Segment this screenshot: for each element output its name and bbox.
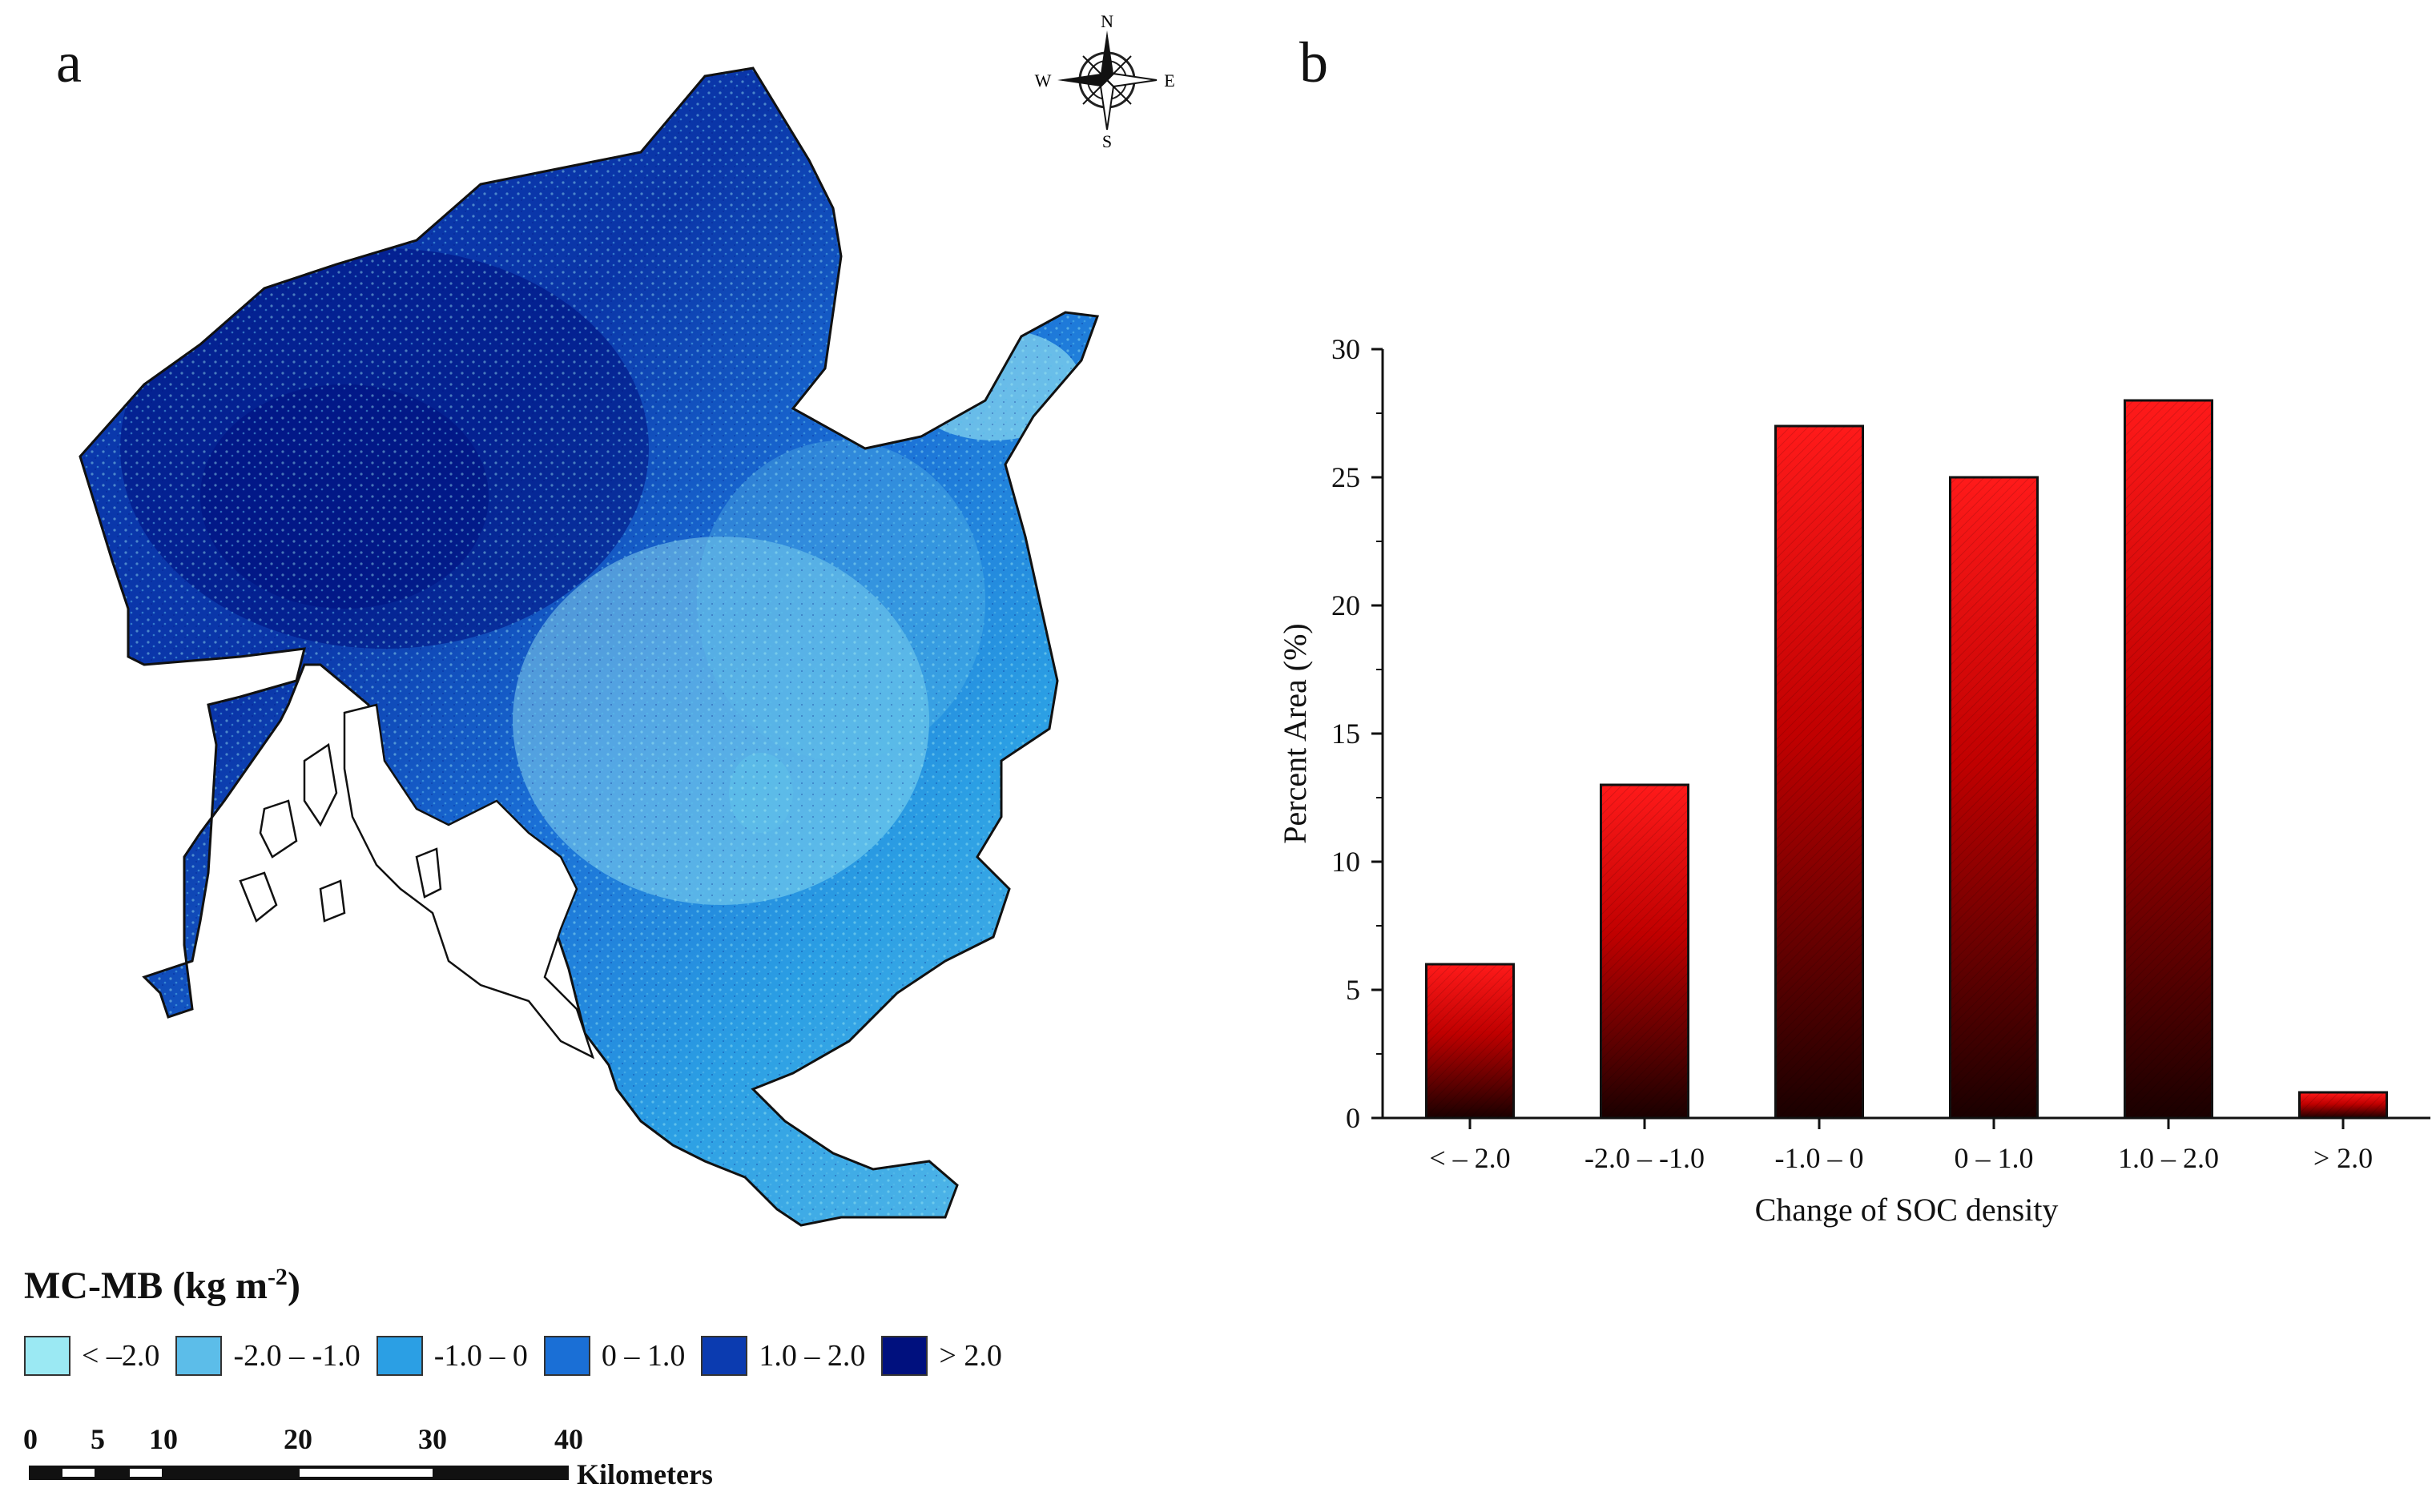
legend-swatch <box>543 1336 590 1376</box>
bar-hatch <box>1950 477 2038 1118</box>
soc-bar-chart: 0 5 10 15 20 25 30 < – 2.0 -2.0 – -1.0 -1.0 – 0 0 … <box>1277 333 2430 1228</box>
panel-label-a: a <box>56 30 82 94</box>
legend-swatch <box>376 1336 423 1376</box>
y-tick-label: 30 <box>1331 333 1360 365</box>
scale-tick-label: 0 <box>23 1423 38 1455</box>
y-tick-label: 0 <box>1346 1102 1360 1134</box>
scale-tick-label: 5 <box>91 1423 105 1455</box>
y-tick-label: 5 <box>1346 974 1360 1006</box>
x-tick-label: 1.0 – 2.0 <box>2118 1142 2219 1174</box>
legend-swatch <box>175 1336 223 1376</box>
legend-title: MC-MB (kg m-2) <box>24 1264 300 1307</box>
scale-units: Kilometers <box>577 1458 713 1490</box>
bar-hatch <box>1775 426 1863 1118</box>
legend-item: -1.0 – 0 <box>376 1336 528 1376</box>
y-tick-label: 15 <box>1331 718 1360 750</box>
legend-label: -2.0 – -1.0 <box>233 1339 360 1373</box>
bar-hatch <box>2124 400 2213 1118</box>
legend-label: -1.0 – 0 <box>433 1339 528 1373</box>
scale-tick-label: 10 <box>149 1423 178 1455</box>
scale-tick-label: 20 <box>284 1423 312 1455</box>
y-tick-label: 10 <box>1331 846 1360 878</box>
x-axis-title: Change of SOC density <box>1755 1192 2059 1228</box>
legend-label: 1.0 – 2.0 <box>759 1339 866 1373</box>
x-tick-label: > 2.0 <box>2313 1142 2373 1174</box>
scale-bar <box>29 1466 569 1480</box>
bar-hatch <box>1426 964 1514 1118</box>
x-tick-label: < – 2.0 <box>1429 1142 1510 1174</box>
legend-swatch <box>701 1336 748 1376</box>
compass-w: W <box>1035 70 1052 90</box>
legend-label: < –2.0 <box>82 1339 160 1373</box>
x-tick-label: 0 – 1.0 <box>1955 1142 2034 1174</box>
legend-item: -2.0 – -1.0 <box>175 1336 360 1376</box>
legend-label: > 2.0 <box>939 1339 1002 1373</box>
soc-change-map: N S E W <box>29 11 1175 1480</box>
compass-e: E <box>1164 70 1174 90</box>
legend-item: > 2.0 <box>881 1336 1002 1376</box>
x-tick-label: -2.0 – -1.0 <box>1584 1142 1705 1174</box>
bar-hatch <box>1601 785 1689 1118</box>
y-axis-title: Percent Area (%) <box>1277 623 1313 843</box>
legend-item: 1.0 – 2.0 <box>701 1336 865 1376</box>
map-water-gaps <box>239 703 595 1060</box>
compass-n: N <box>1101 11 1113 31</box>
y-tick-label: 20 <box>1331 589 1360 621</box>
legend-item: < –2.0 <box>24 1336 159 1376</box>
bar-hatch <box>2299 1092 2387 1118</box>
compass-rose-icon: N S E W <box>1035 11 1175 151</box>
scale-tick-label: 40 <box>554 1423 583 1455</box>
legend-item: 0 – 1.0 <box>543 1336 686 1376</box>
legend-label: 0 – 1.0 <box>601 1339 686 1373</box>
x-tick-label: -1.0 – 0 <box>1775 1142 1864 1174</box>
map-legend: < –2.0 -2.0 – -1.0 -1.0 – 0 0 – 1.0 1.0 … <box>24 1336 1018 1376</box>
legend-swatch <box>881 1336 928 1376</box>
scale-tick-label: 30 <box>418 1423 447 1455</box>
compass-s: S <box>1102 131 1112 151</box>
panel-label-b: b <box>1299 30 1328 94</box>
legend-swatch <box>24 1336 70 1376</box>
y-tick-label: 25 <box>1331 461 1360 493</box>
